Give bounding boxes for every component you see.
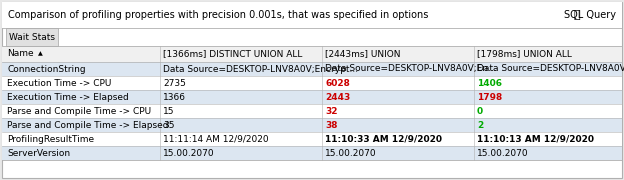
Text: 1798: 1798 xyxy=(477,93,502,102)
Text: 38: 38 xyxy=(325,120,338,129)
Text: Parse and Compile Time -> CPU: Parse and Compile Time -> CPU xyxy=(7,107,151,116)
Text: ProfilingResultTime: ProfilingResultTime xyxy=(7,134,94,143)
Bar xyxy=(2,2,622,28)
Text: [2443ms] UNION: [2443ms] UNION xyxy=(325,50,401,59)
Text: 15.00.2070: 15.00.2070 xyxy=(163,148,215,158)
Text: 11:11:14 AM 12/9/2020: 11:11:14 AM 12/9/2020 xyxy=(163,134,268,143)
Text: ⎙: ⎙ xyxy=(574,10,580,20)
Text: [1798ms] UNION ALL: [1798ms] UNION ALL xyxy=(477,50,572,59)
Bar xyxy=(2,104,622,118)
Bar xyxy=(2,62,622,76)
Bar xyxy=(2,118,622,132)
Text: 0: 0 xyxy=(477,107,483,116)
Bar xyxy=(6,28,58,46)
Text: Comparison of profiling properties with precision 0.001s, that was specified in : Comparison of profiling properties with … xyxy=(8,10,428,20)
Bar xyxy=(2,46,622,62)
Text: ServerVersion: ServerVersion xyxy=(7,148,70,158)
Text: Data Source=DESKTOP-LNV8A0V;En...: Data Source=DESKTOP-LNV8A0V;En... xyxy=(325,64,497,73)
Text: SQL Query: SQL Query xyxy=(564,10,616,20)
Text: 11:10:13 AM 12/9/2020: 11:10:13 AM 12/9/2020 xyxy=(477,134,594,143)
Text: Wait Stats: Wait Stats xyxy=(9,33,55,42)
Text: Execution Time -> CPU: Execution Time -> CPU xyxy=(7,78,111,87)
Text: Execution Time -> Elapsed: Execution Time -> Elapsed xyxy=(7,93,129,102)
Text: 1366: 1366 xyxy=(163,93,186,102)
Text: Parse and Compile Time -> Elapsed: Parse and Compile Time -> Elapsed xyxy=(7,120,168,129)
Text: 15: 15 xyxy=(163,107,175,116)
Text: 2443: 2443 xyxy=(325,93,350,102)
Text: 32: 32 xyxy=(325,107,338,116)
Text: Name: Name xyxy=(7,50,34,59)
Text: Data Source=DESKTOP-LNV8A0V;En...: Data Source=DESKTOP-LNV8A0V;En... xyxy=(477,64,624,73)
Text: 35: 35 xyxy=(163,120,175,129)
Bar xyxy=(2,90,622,104)
Bar xyxy=(2,76,622,90)
Text: [1366ms] DISTINCT UNION ALL: [1366ms] DISTINCT UNION ALL xyxy=(163,50,303,59)
Bar xyxy=(2,146,622,160)
Text: 15.00.2070: 15.00.2070 xyxy=(477,148,529,158)
Text: 15.00.2070: 15.00.2070 xyxy=(325,148,377,158)
Text: 6028: 6028 xyxy=(325,78,350,87)
Text: 2: 2 xyxy=(477,120,483,129)
Bar xyxy=(2,132,622,146)
Text: ▲: ▲ xyxy=(36,51,43,57)
Text: 2735: 2735 xyxy=(163,78,186,87)
Text: 1406: 1406 xyxy=(477,78,502,87)
Text: 11:10:33 AM 12/9/2020: 11:10:33 AM 12/9/2020 xyxy=(325,134,442,143)
Text: ConnectionString: ConnectionString xyxy=(7,64,85,73)
Text: Data Source=DESKTOP-LNV8A0V;Encrypt...: Data Source=DESKTOP-LNV8A0V;Encrypt... xyxy=(163,64,358,73)
